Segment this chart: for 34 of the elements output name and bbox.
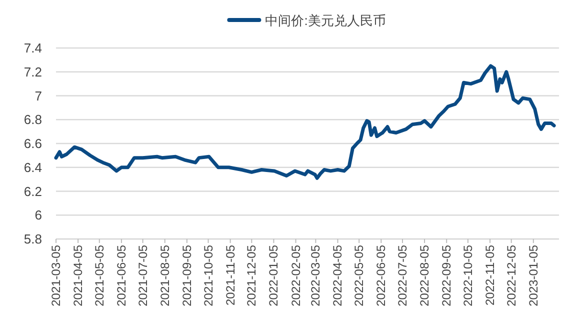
y-tick-label: 6 <box>34 208 42 223</box>
x-tick-label: 2022-11-05 <box>482 244 497 306</box>
y-tick-label: 6.6 <box>24 136 42 151</box>
x-tick-label: 2022-12-05 <box>504 244 518 306</box>
x-tick-label: 2022-07-05 <box>395 244 410 306</box>
x-tick-label: 2023-01-05 <box>526 244 540 306</box>
x-tick-label: 2021-07-05 <box>136 244 150 306</box>
legend-label: 中间价:美元兑人民币 <box>265 13 386 28</box>
x-tick-label: 2021-05-05 <box>92 244 106 306</box>
x-tick-label: 2022-03-05 <box>308 244 323 306</box>
x-tick-label: 2022-06-05 <box>374 244 388 306</box>
y-tick-label: 7 <box>34 88 42 104</box>
y-tick-label: 6.8 <box>24 112 42 128</box>
x-tick-label: 2021-12-05 <box>244 244 259 306</box>
x-tick-label: 2021-10-05 <box>201 244 216 306</box>
x-tick-label: 2022-04-05 <box>330 244 345 306</box>
x-tick-label: 2022-01-05 <box>266 244 281 306</box>
x-tick-label: 2022-10-05 <box>460 244 475 306</box>
y-tick-label: 6.4 <box>24 160 42 175</box>
x-tick-label: 2022-08-05 <box>418 244 432 306</box>
x-tick-label: 2022-02-05 <box>288 244 303 306</box>
y-tick-label: 7.4 <box>24 40 42 56</box>
y-tick-label: 7.2 <box>24 64 42 80</box>
line-series <box>54 64 556 180</box>
x-tick-label: 2021-03-05 <box>49 244 63 306</box>
x-tick-label: 2021-08-05 <box>158 244 172 306</box>
x-tick-label: 2021-11-05 <box>223 244 238 306</box>
y-tick-label: 6.2 <box>24 184 42 199</box>
x-tick-label: 2021-04-05 <box>71 244 86 306</box>
x-tick-label: 2022-09-05 <box>440 244 454 306</box>
y-tick-label: 5.8 <box>24 232 42 246</box>
x-tick-label: 2021-09-05 <box>180 244 194 306</box>
x-tick-label: 2021-06-05 <box>114 244 128 306</box>
x-tick-label: 2022-05-05 <box>352 244 366 306</box>
